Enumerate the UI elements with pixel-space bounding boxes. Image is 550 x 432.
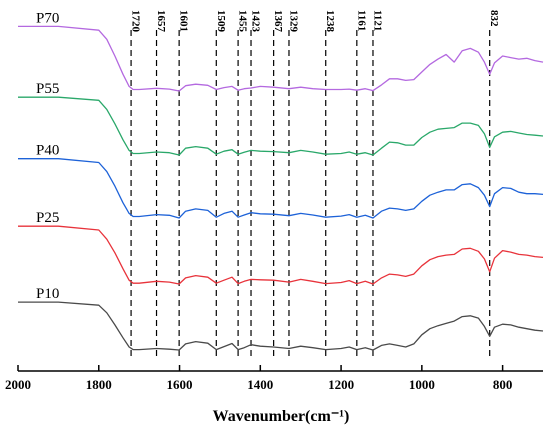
x-tick-label-1600: 1600 (167, 377, 193, 392)
peak-label-1161: 1161 (355, 10, 367, 31)
x-axis-title: Wavenumber(cm⁻¹) (213, 408, 350, 425)
peak-marker-layer: 1720 1657 1601 1509 1455 1423 1367 1329 1238 1161… (130, 10, 500, 356)
series-label-p25: P25 (36, 210, 59, 226)
x-tick-label-800: 800 (493, 377, 513, 392)
peak-label-1657: 1657 (155, 10, 167, 33)
series-label-p10: P10 (36, 286, 59, 302)
x-tick-label-1200: 1200 (328, 377, 354, 392)
series-label-p70: P70 (36, 10, 59, 26)
peak-label-1509: 1509 (215, 10, 227, 33)
series-label-p55: P55 (36, 81, 59, 97)
peak-label-1121: 1121 (371, 10, 383, 31)
peak-label-1601: 1601 (178, 10, 190, 32)
series-label-p40: P40 (36, 143, 59, 159)
peak-label-1238: 1238 (324, 10, 336, 33)
peak-label-1455: 1455 (237, 10, 249, 33)
peak-label-1423: 1423 (249, 10, 261, 33)
peak-label-1720: 1720 (130, 10, 142, 33)
series-layer: P70 P55 P40 P25 P10 (18, 10, 544, 351)
series-line-p10 (18, 301, 544, 351)
series-line-p40 (18, 158, 544, 219)
x-tick-label-1400: 1400 (247, 377, 273, 392)
series-line-p25 (18, 225, 544, 285)
peak-label-1329: 1329 (287, 10, 299, 33)
x-tick-label-2000: 2000 (5, 377, 31, 392)
peak-label-1367: 1367 (272, 10, 284, 33)
peak-label-832: 832 (488, 10, 500, 27)
series-line-p70 (18, 25, 544, 92)
x-axis: 2000 1800 1600 1400 1200 1000 800 (5, 365, 543, 392)
x-tick-label-1800: 1800 (86, 377, 112, 392)
x-tick-label-1000: 1000 (409, 377, 435, 392)
series-line-p55 (18, 96, 544, 156)
